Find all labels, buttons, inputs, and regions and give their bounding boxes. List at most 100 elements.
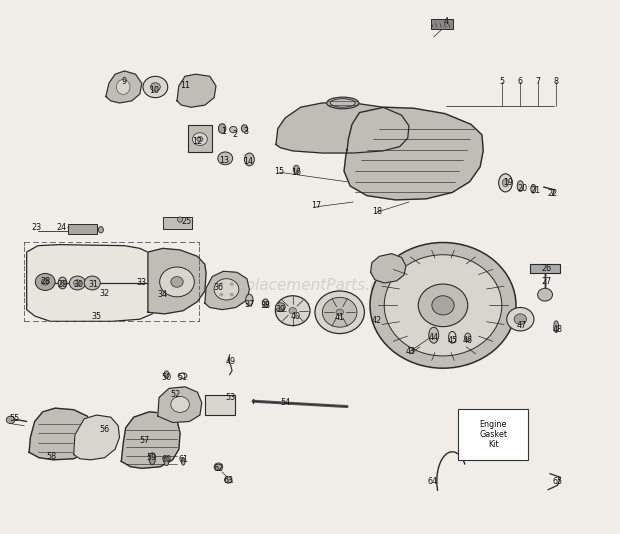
Circle shape xyxy=(384,255,502,356)
Bar xyxy=(530,264,560,273)
Text: 30: 30 xyxy=(73,279,83,288)
Ellipse shape xyxy=(448,332,456,343)
Text: 22: 22 xyxy=(547,189,557,198)
Text: 57: 57 xyxy=(139,436,149,445)
Text: 37: 37 xyxy=(244,300,254,309)
Text: 53: 53 xyxy=(226,393,236,402)
Text: 9: 9 xyxy=(122,77,127,86)
Circle shape xyxy=(224,477,232,483)
Text: 42: 42 xyxy=(372,316,382,325)
Circle shape xyxy=(35,273,55,290)
Ellipse shape xyxy=(149,453,156,465)
Text: 10: 10 xyxy=(149,85,159,95)
Text: 36: 36 xyxy=(213,282,223,292)
Circle shape xyxy=(289,308,296,314)
Circle shape xyxy=(197,137,203,142)
Text: 5: 5 xyxy=(499,77,504,86)
Text: 50: 50 xyxy=(161,373,172,382)
Circle shape xyxy=(230,282,234,286)
Text: 24: 24 xyxy=(56,223,66,232)
Text: 39: 39 xyxy=(275,305,285,314)
Text: 18: 18 xyxy=(372,207,382,216)
Text: 63: 63 xyxy=(223,476,233,484)
Text: 27: 27 xyxy=(541,278,551,286)
Polygon shape xyxy=(276,103,409,153)
Circle shape xyxy=(160,267,194,297)
Text: 8: 8 xyxy=(554,77,559,86)
Text: 12: 12 xyxy=(192,137,203,146)
Ellipse shape xyxy=(464,333,471,342)
Text: 52: 52 xyxy=(170,390,180,399)
Text: 38: 38 xyxy=(260,301,270,310)
Circle shape xyxy=(74,280,81,286)
Text: 61: 61 xyxy=(178,456,188,464)
Circle shape xyxy=(171,396,189,412)
Ellipse shape xyxy=(327,97,359,109)
Polygon shape xyxy=(205,271,249,310)
Text: 41: 41 xyxy=(335,313,345,322)
Circle shape xyxy=(432,296,454,315)
Text: 45: 45 xyxy=(447,336,458,345)
Text: 32: 32 xyxy=(100,289,110,298)
Text: 2: 2 xyxy=(232,130,237,139)
Text: 21: 21 xyxy=(530,186,540,195)
Text: 3: 3 xyxy=(243,127,248,136)
Circle shape xyxy=(514,314,526,325)
Text: 44: 44 xyxy=(428,333,439,342)
Circle shape xyxy=(219,293,223,296)
Polygon shape xyxy=(177,74,216,107)
Circle shape xyxy=(322,297,357,327)
Circle shape xyxy=(336,309,343,316)
Text: 58: 58 xyxy=(46,452,56,461)
Circle shape xyxy=(538,288,552,301)
Ellipse shape xyxy=(181,458,185,465)
Text: 1: 1 xyxy=(221,127,226,136)
Circle shape xyxy=(151,83,161,91)
Circle shape xyxy=(230,293,234,296)
Text: 26: 26 xyxy=(541,264,551,272)
Text: 19: 19 xyxy=(503,178,513,187)
Text: 43: 43 xyxy=(405,347,415,356)
Ellipse shape xyxy=(330,99,355,107)
Circle shape xyxy=(84,276,100,290)
Text: Engine
Gasket
Kit: Engine Gasket Kit xyxy=(479,420,507,450)
Circle shape xyxy=(507,308,534,331)
Ellipse shape xyxy=(246,294,253,306)
Circle shape xyxy=(69,276,86,290)
Ellipse shape xyxy=(244,153,254,166)
Ellipse shape xyxy=(502,179,508,187)
Bar xyxy=(458,409,528,460)
Text: 46: 46 xyxy=(463,336,472,345)
Text: 23: 23 xyxy=(32,223,42,232)
Text: 7: 7 xyxy=(535,77,540,86)
Polygon shape xyxy=(29,408,92,460)
Text: 31: 31 xyxy=(89,279,99,288)
Ellipse shape xyxy=(241,125,247,132)
Bar xyxy=(187,125,212,153)
Text: 33: 33 xyxy=(137,278,147,287)
Polygon shape xyxy=(158,387,202,422)
Text: 13: 13 xyxy=(219,156,229,165)
Text: 60: 60 xyxy=(161,456,172,464)
Ellipse shape xyxy=(177,217,182,222)
Text: 64: 64 xyxy=(427,477,438,485)
Circle shape xyxy=(275,303,285,311)
Circle shape xyxy=(315,291,365,334)
Text: 15: 15 xyxy=(274,167,284,176)
Circle shape xyxy=(370,242,516,368)
Text: 4: 4 xyxy=(443,18,449,27)
Polygon shape xyxy=(74,415,120,460)
Circle shape xyxy=(219,282,223,286)
Polygon shape xyxy=(371,254,406,283)
Bar xyxy=(205,395,234,415)
Ellipse shape xyxy=(262,299,268,308)
Circle shape xyxy=(418,284,467,327)
Text: 49: 49 xyxy=(226,357,236,366)
Bar xyxy=(68,224,97,234)
Circle shape xyxy=(229,127,237,133)
Polygon shape xyxy=(148,248,206,314)
Text: 29: 29 xyxy=(58,279,68,288)
Ellipse shape xyxy=(164,371,169,378)
Circle shape xyxy=(218,152,232,164)
Circle shape xyxy=(275,296,310,326)
